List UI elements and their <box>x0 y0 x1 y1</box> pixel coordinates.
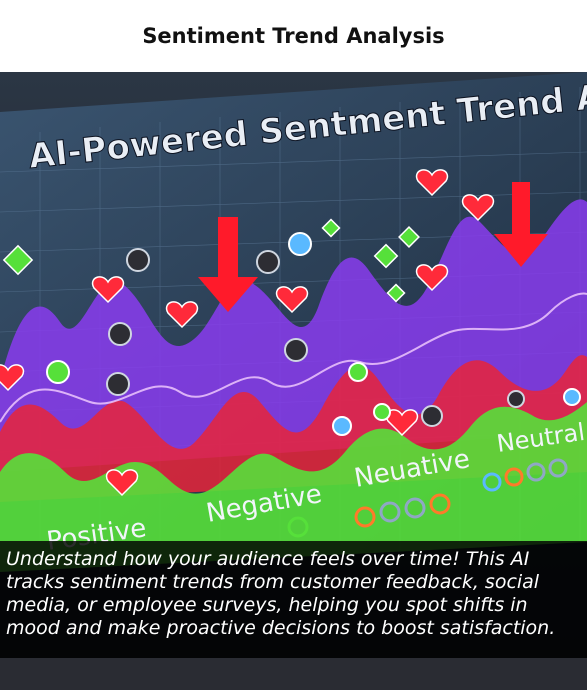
page-title: Sentiment Trend Analysis <box>142 24 445 48</box>
hero-image: AI-Powered Sentment Trend Analysis <box>0 72 587 690</box>
ring-icon <box>504 467 524 487</box>
ring-icon <box>429 493 451 515</box>
heart-icon <box>415 264 449 292</box>
heart-icon <box>415 169 449 197</box>
dot-icon <box>108 322 132 346</box>
ring-icon <box>404 497 426 519</box>
dot-icon <box>46 360 70 384</box>
dot-icon <box>256 250 280 274</box>
ring-icon <box>482 472 502 492</box>
heart-icon <box>275 286 309 314</box>
heart-icon <box>0 364 25 392</box>
heart-icon <box>461 194 495 222</box>
heart-icon <box>165 301 199 329</box>
dot-icon <box>348 362 368 382</box>
diamond-icon <box>373 243 399 269</box>
dot-icon <box>507 390 525 408</box>
arrow-icon <box>198 217 258 312</box>
dot-icon <box>563 388 581 406</box>
arrow-icon <box>494 182 548 267</box>
ring-icon <box>526 462 546 482</box>
caption-text: Understand how your audience feels over … <box>6 548 556 639</box>
dot-icon <box>106 372 130 396</box>
heart-icon <box>91 276 125 304</box>
title-bar: Sentiment Trend Analysis <box>0 0 587 72</box>
ring-icon <box>379 501 401 523</box>
ring-icon <box>287 516 309 538</box>
dot-icon <box>126 248 150 272</box>
diamond-icon <box>321 218 341 238</box>
dot-icon <box>421 405 443 427</box>
heart-icons <box>0 169 495 497</box>
dot-icon <box>284 338 308 362</box>
ring-icon <box>548 458 568 478</box>
diamond-icon <box>386 283 406 303</box>
dot-icon <box>288 232 312 256</box>
caption-panel: Understand how your audience feels over … <box>0 541 587 658</box>
ring-icons <box>287 458 568 538</box>
diamond-icon <box>2 244 34 276</box>
heart-icon <box>105 469 139 497</box>
green-wave <box>0 402 587 572</box>
wave-highlight <box>0 292 587 423</box>
ring-icon <box>354 506 376 528</box>
diamond-icon <box>398 226 420 248</box>
dot-icon <box>373 403 391 421</box>
footer-strip <box>0 658 587 690</box>
sentiment-dots <box>2 218 581 436</box>
heart-icon <box>385 409 419 437</box>
dot-icon <box>332 416 352 436</box>
